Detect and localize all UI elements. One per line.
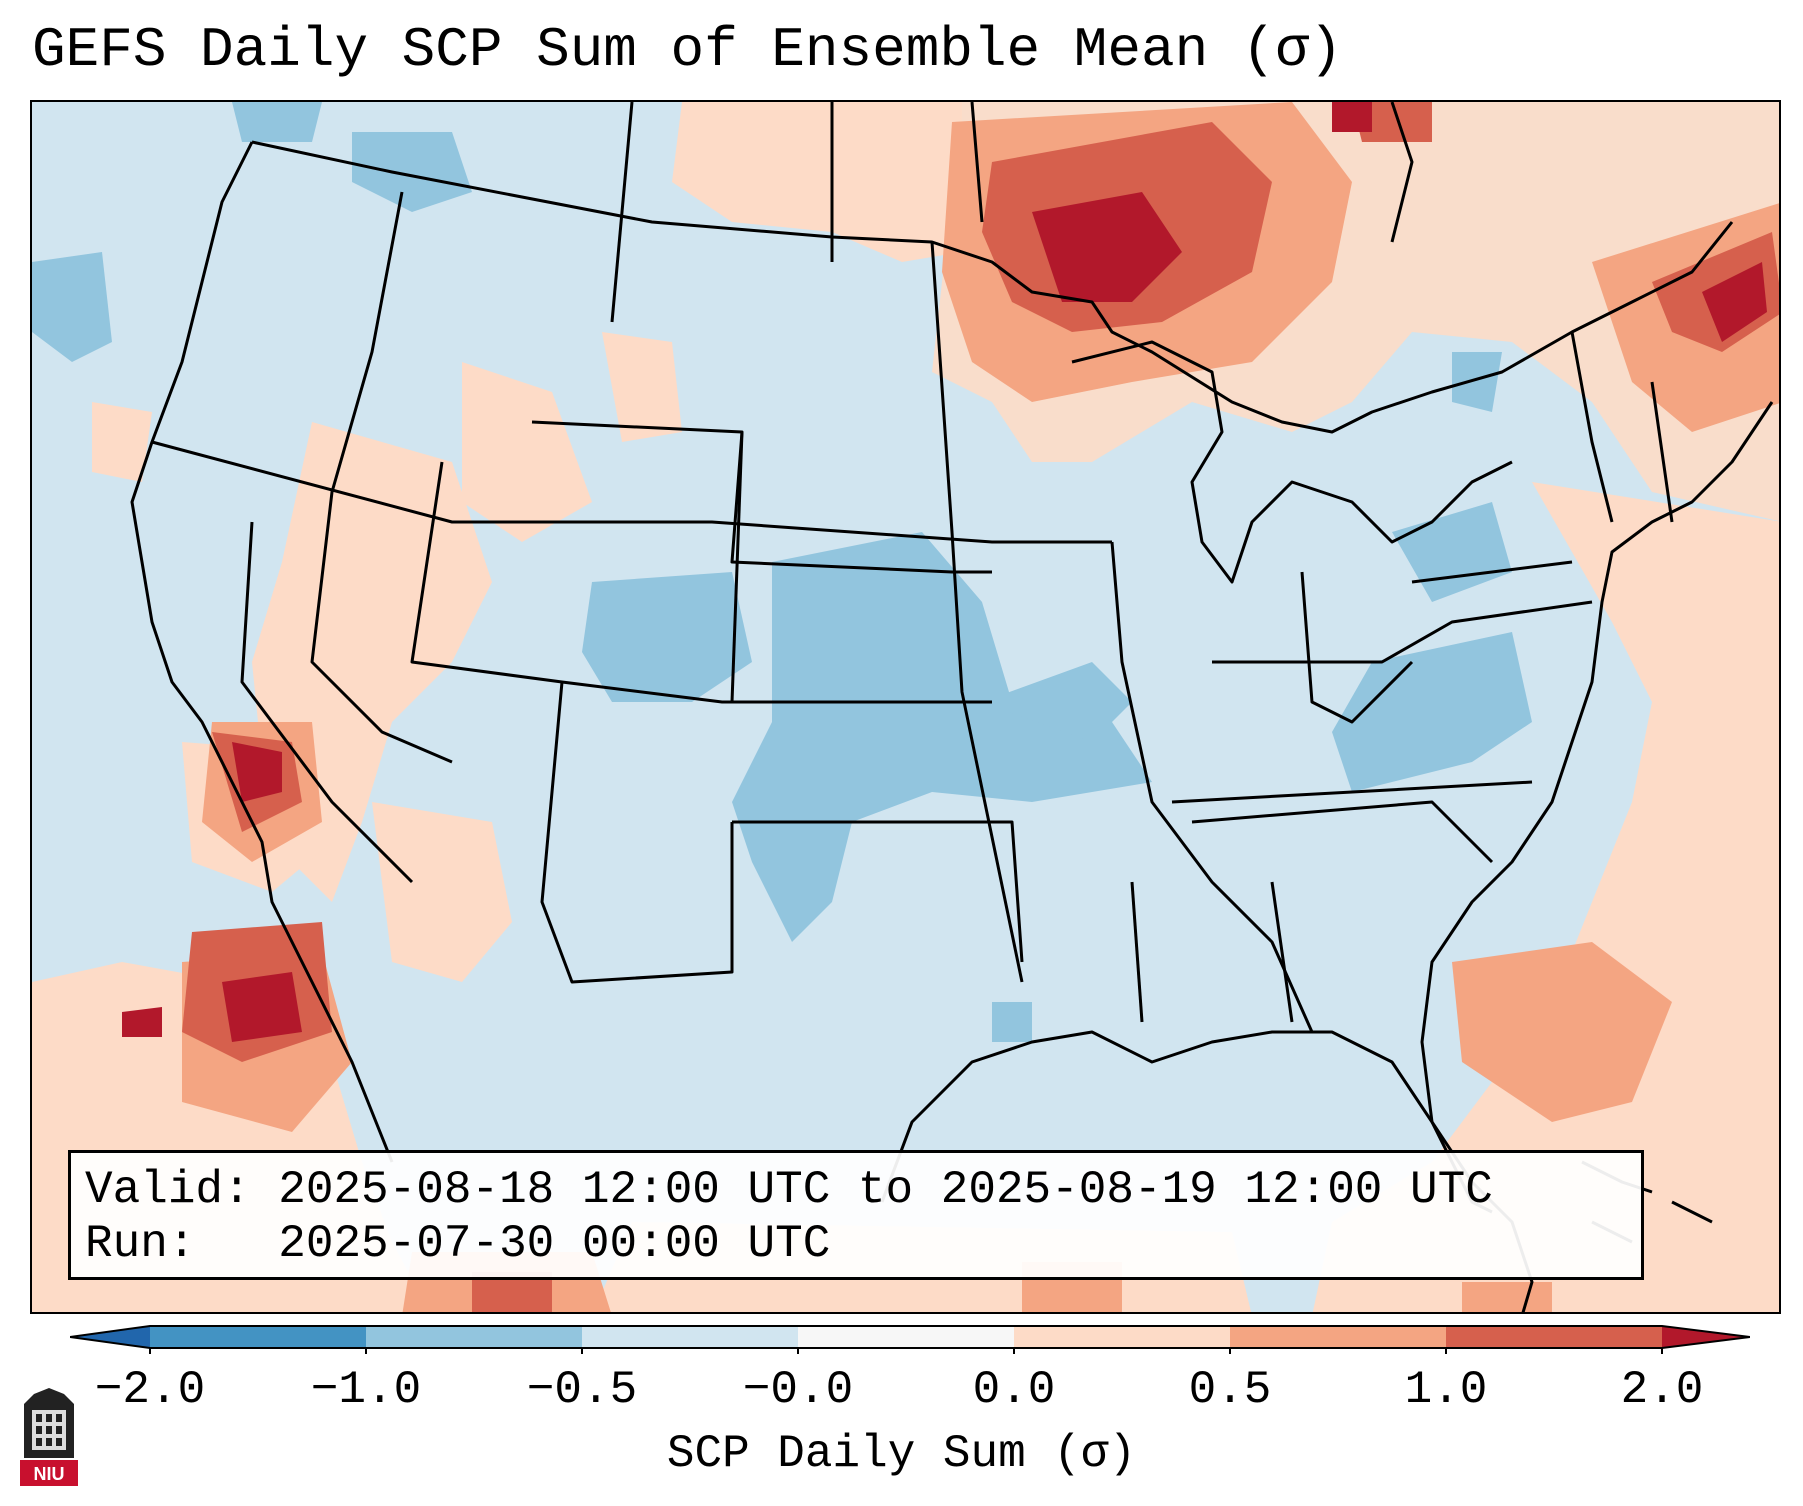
map-panel[interactable]: Valid: 2025-08-18 12:00 UTC to 2025-08-1…: [30, 100, 1781, 1314]
svg-text:NIU: NIU: [34, 1464, 65, 1484]
colorbar-tick: 2.0: [1620, 1364, 1704, 1416]
map-canvas: [32, 102, 1779, 1312]
colorbar-tick: 0.0: [972, 1364, 1056, 1416]
colorbar-tick: −0.5: [526, 1364, 638, 1416]
colorbar-tick: −2.0: [94, 1364, 206, 1416]
geography-lines: [130, 102, 1774, 1312]
colorbar: [70, 1325, 1750, 1354]
field-max-positive: [122, 102, 1767, 1042]
run-line: Run: 2025-07-30 00:00 UTC: [85, 1218, 831, 1270]
colorbar-segment-5: [1014, 1326, 1230, 1348]
coast-atlantic: [1420, 401, 1774, 1123]
colorbar-segment-6: [1230, 1326, 1446, 1348]
colorbar-extend-low: [70, 1326, 150, 1348]
colorbar-segment-7: [1446, 1326, 1662, 1348]
colorbar-tick: 1.0: [1404, 1364, 1488, 1416]
field-negative: [32, 102, 1532, 1042]
niu-logo-icon: NIU: [20, 1388, 78, 1486]
great-lakes: [1071, 340, 1513, 584]
colorbar-tick: −0.0: [742, 1364, 854, 1416]
colorbar-tick: −1.0: [310, 1364, 422, 1416]
colorbar-segment-4: [798, 1326, 1014, 1348]
coast-west: [130, 141, 394, 1163]
border-canada: [251, 140, 1734, 434]
validity-info-box: Valid: 2025-08-18 12:00 UTC to 2025-08-1…: [68, 1150, 1644, 1280]
colorbar-segment-1: [150, 1326, 366, 1348]
colorbar-segment-3: [582, 1326, 798, 1348]
page-title: GEFS Daily SCP Sum of Ensemble Mean (σ): [32, 18, 1343, 82]
colorbar-tick: 0.5: [1188, 1364, 1272, 1416]
colorbar-extend-high: [1662, 1326, 1750, 1348]
valid-line: Valid: 2025-08-18 12:00 UTC to 2025-08-1…: [85, 1164, 1493, 1216]
colorbar-segment-2: [366, 1326, 582, 1348]
colorbar-label: SCP Daily Sum (σ): [666, 1428, 1137, 1480]
